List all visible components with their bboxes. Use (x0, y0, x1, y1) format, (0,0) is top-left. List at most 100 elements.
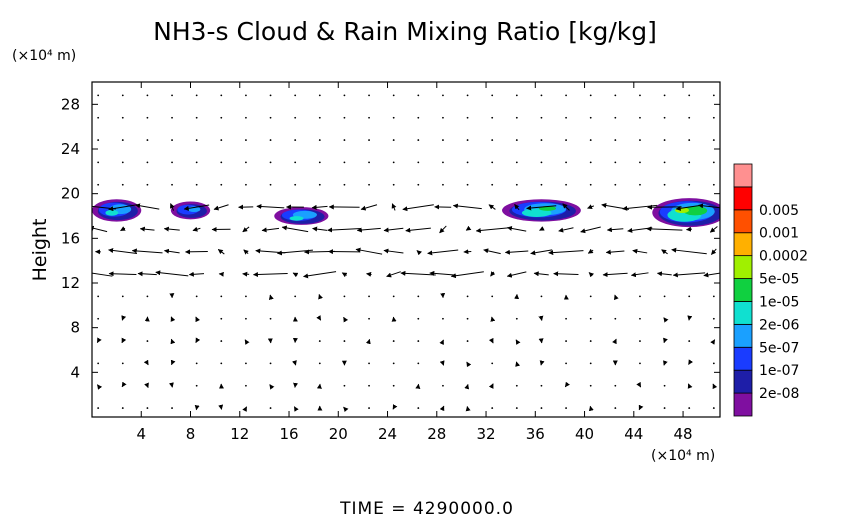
wind-vector-dot (442, 317, 444, 320)
wind-vector-dot (639, 340, 641, 342)
wind-vector-dot (688, 161, 691, 164)
wind-vector-dot (121, 362, 124, 365)
wind-vector-dot (565, 317, 567, 320)
wind-vector (121, 381, 127, 388)
wind-vector-dot (417, 183, 420, 186)
wind-vector (646, 226, 683, 232)
wind-vector (108, 204, 137, 212)
wind-vector-dot (318, 362, 321, 365)
wind-vector-dot (392, 384, 395, 387)
wind-vector-dot (343, 161, 346, 164)
wind-vector-dot (121, 161, 124, 164)
wind-vector (303, 271, 337, 279)
colorbar-swatch (733, 323, 753, 348)
wind-vector (712, 383, 718, 390)
wind-vector-dot (639, 139, 641, 141)
wind-vector-dot (442, 116, 444, 119)
wind-vector-dot (639, 317, 641, 320)
wind-vector-dot (491, 407, 494, 409)
wind-vector-dot (294, 161, 297, 164)
wind-vector-dot (565, 362, 567, 365)
wind-vector-dot (688, 407, 691, 409)
colorbar-swatch (733, 163, 753, 188)
wind-vector (244, 339, 250, 345)
wind-vector-dot (712, 94, 715, 97)
wind-vector (580, 226, 601, 234)
wind-vector (312, 226, 328, 232)
y-tick-label: 24 (61, 140, 80, 158)
wind-vector-dot (195, 139, 198, 141)
wind-vector-dot (368, 317, 370, 320)
wind-vector (188, 271, 205, 277)
wind-vector (291, 360, 297, 366)
wind-vector-dot (97, 139, 100, 141)
wind-vector (365, 338, 371, 345)
x-tick-label: 20 (329, 425, 348, 443)
wind-vector (698, 203, 720, 209)
wind-vector-dot (688, 116, 691, 119)
wind-vector (217, 249, 225, 255)
wind-vector (121, 315, 127, 321)
y-tick-label: 28 (61, 95, 80, 113)
x-tick-label: 24 (378, 425, 397, 443)
wind-vector-dot (589, 317, 592, 320)
wind-vector (606, 227, 624, 233)
wind-vector-dot (614, 183, 617, 186)
wind-vector-dot (220, 295, 223, 298)
x-tick-label: 28 (427, 425, 446, 443)
wind-vector (538, 338, 544, 344)
wind-vector (558, 227, 574, 233)
wind-vector (636, 381, 642, 388)
colorbar-label: 0.005 (759, 203, 799, 219)
wind-vector-dot (220, 139, 223, 141)
wind-vector-dot (565, 116, 567, 119)
wind-vector-dot (712, 116, 715, 119)
wind-vector-dot (565, 407, 567, 409)
wind-vector-dot (515, 384, 518, 387)
y-tick-label: 8 (70, 319, 80, 337)
wind-vector (675, 204, 703, 211)
wind-vector-dot (245, 362, 247, 365)
wind-vector-dot (589, 384, 592, 387)
wind-vector-dot (565, 183, 567, 186)
wind-vector-dot (712, 183, 715, 186)
wind-vector-dot (269, 161, 272, 164)
wind-vector-dot (442, 161, 444, 164)
wind-vector-dot (245, 384, 247, 387)
wind-vector (656, 271, 672, 277)
wind-vector-dot (318, 161, 321, 164)
colorbar-label: 5e-05 (759, 272, 799, 288)
wind-vector (612, 338, 617, 345)
wind-vector-dot (614, 116, 617, 119)
wind-vector (268, 294, 274, 301)
wind-vector-dot (294, 295, 297, 298)
wind-vector-dot (589, 183, 592, 186)
wind-vector (120, 226, 126, 232)
wind-vector (163, 248, 180, 254)
wind-vector-dot (491, 94, 494, 97)
wind-vector (602, 272, 628, 278)
wind-vector-dot (269, 407, 272, 409)
x-tick-label: 16 (279, 425, 298, 443)
wind-vector (504, 249, 529, 255)
wind-vector-dot (540, 183, 543, 186)
wind-vector (687, 383, 693, 389)
wind-vector (663, 360, 668, 366)
wind-vector-dot (171, 94, 173, 97)
wind-vector-dot (466, 183, 469, 186)
wind-vector (392, 404, 398, 410)
y-unit-label: (×10⁴ m) (12, 48, 76, 64)
wind-vector-dot (146, 340, 149, 342)
colorbar-label: 1e-05 (759, 294, 799, 310)
x-tick-label: 8 (186, 425, 196, 443)
wind-vector-dot (491, 116, 494, 119)
wind-vector-dot (121, 295, 124, 298)
wind-vector-dot (614, 139, 617, 141)
cloud-contour (683, 205, 708, 216)
wind-vector-dot (245, 183, 247, 186)
wind-vector-dot (466, 161, 469, 164)
wind-vector-dot (540, 139, 543, 141)
wind-vector-dot (171, 139, 173, 141)
wind-vector (242, 226, 250, 233)
